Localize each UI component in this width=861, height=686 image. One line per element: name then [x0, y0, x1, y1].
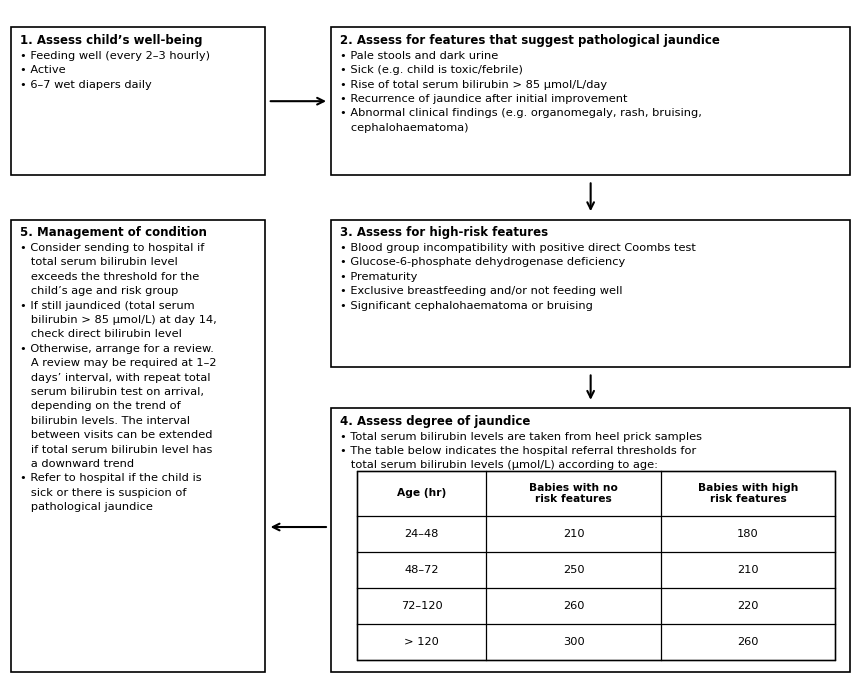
Bar [331, 27, 850, 175]
Text: A review may be required at 1–2: A review may be required at 1–2 [20, 358, 216, 368]
Text: 48–72: 48–72 [405, 565, 439, 575]
Text: • Glucose-6-phosphate dehydrogenase deficiency: • Glucose-6-phosphate dehydrogenase defi… [340, 257, 625, 268]
Text: child’s age and risk group: child’s age and risk group [20, 286, 178, 296]
Text: check direct bilirubin level: check direct bilirubin level [20, 329, 182, 340]
Text: 210: 210 [563, 529, 585, 539]
Text: 250: 250 [563, 565, 585, 575]
Text: 5. Management of condition: 5. Management of condition [20, 226, 207, 239]
Text: bilirubin > 85 μmol/L) at day 14,: bilirubin > 85 μmol/L) at day 14, [20, 315, 217, 325]
Text: • Recurrence of jaundice after initial improvement: • Recurrence of jaundice after initial i… [340, 94, 628, 104]
Text: • Prematurity: • Prematurity [340, 272, 418, 282]
Text: 210: 210 [737, 565, 759, 575]
Text: 72–120: 72–120 [401, 601, 443, 611]
Text: • Sick (e.g. child is toxic/febrile): • Sick (e.g. child is toxic/febrile) [340, 65, 523, 75]
Text: 24–48: 24–48 [405, 529, 439, 539]
Text: • Otherwise, arrange for a review.: • Otherwise, arrange for a review. [20, 344, 214, 354]
Text: > 120: > 120 [405, 637, 439, 647]
Text: 1. Assess child’s well-being: 1. Assess child’s well-being [20, 34, 202, 47]
Text: serum bilirubin test on arrival,: serum bilirubin test on arrival, [20, 387, 204, 397]
Text: • The table below indicates the hospital referral thresholds for: • The table below indicates the hospital… [340, 446, 697, 456]
Text: • Feeding well (every 2–3 hourly): • Feeding well (every 2–3 hourly) [20, 51, 210, 61]
Text: 2. Assess for features that suggest pathological jaundice: 2. Assess for features that suggest path… [340, 34, 720, 47]
Text: 4. Assess degree of jaundice: 4. Assess degree of jaundice [340, 415, 530, 428]
Text: 3. Assess for high-risk features: 3. Assess for high-risk features [340, 226, 548, 239]
Text: sick or there is suspicion of: sick or there is suspicion of [20, 488, 186, 498]
Text: • Refer to hospital if the child is: • Refer to hospital if the child is [20, 473, 201, 484]
Text: exceeds the threshold for the: exceeds the threshold for the [20, 272, 199, 282]
Text: total serum bilirubin level: total serum bilirubin level [20, 257, 177, 268]
Text: • If still jaundiced (total serum: • If still jaundiced (total serum [20, 300, 195, 311]
Text: 300: 300 [563, 637, 585, 647]
Bar [331, 220, 850, 367]
Text: 220: 220 [737, 601, 759, 611]
Text: cephalohaematoma): cephalohaematoma) [340, 123, 468, 133]
Bar [11, 220, 265, 672]
Text: • Consider sending to hospital if: • Consider sending to hospital if [20, 243, 204, 253]
Text: • Total serum bilirubin levels are taken from heel prick samples: • Total serum bilirubin levels are taken… [340, 431, 702, 442]
Bar [357, 471, 835, 660]
Text: pathological jaundice: pathological jaundice [20, 502, 152, 512]
Text: Babies with high
risk features: Babies with high risk features [697, 483, 798, 504]
Text: 180: 180 [737, 529, 759, 539]
Bar [331, 408, 850, 672]
Text: a downward trend: a downward trend [20, 459, 134, 469]
Text: if total serum bilirubin level has: if total serum bilirubin level has [20, 445, 212, 455]
Text: • Exclusive breastfeeding and/or not feeding well: • Exclusive breastfeeding and/or not fee… [340, 286, 623, 296]
Text: between visits can be extended: between visits can be extended [20, 430, 213, 440]
Text: Babies with no
risk features: Babies with no risk features [530, 483, 618, 504]
Text: days’ interval, with repeat total: days’ interval, with repeat total [20, 372, 210, 383]
Text: depending on the trend of: depending on the trend of [20, 401, 181, 412]
Text: total serum bilirubin levels (μmol/L) according to age:: total serum bilirubin levels (μmol/L) ac… [340, 460, 658, 471]
Text: 260: 260 [563, 601, 585, 611]
Text: • Active: • Active [20, 65, 65, 75]
Text: • Blood group incompatibility with positive direct Coombs test: • Blood group incompatibility with posit… [340, 243, 696, 253]
Text: • Abnormal clinical findings (e.g. organomegaly, rash, bruising,: • Abnormal clinical findings (e.g. organ… [340, 108, 702, 119]
Text: Age (hr): Age (hr) [397, 488, 447, 499]
Text: bilirubin levels. The interval: bilirubin levels. The interval [20, 416, 189, 426]
Text: • Pale stools and dark urine: • Pale stools and dark urine [340, 51, 499, 61]
Text: • Significant cephalohaematoma or bruising: • Significant cephalohaematoma or bruisi… [340, 300, 593, 311]
Text: 260: 260 [737, 637, 759, 647]
Text: • 6–7 wet diapers daily: • 6–7 wet diapers daily [20, 80, 152, 90]
Text: • Rise of total serum bilirubin > 85 μmol/L/day: • Rise of total serum bilirubin > 85 μmo… [340, 80, 607, 90]
Bar [11, 27, 265, 175]
